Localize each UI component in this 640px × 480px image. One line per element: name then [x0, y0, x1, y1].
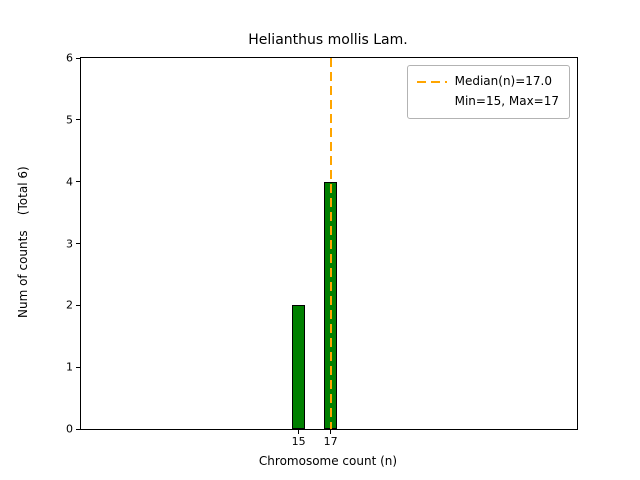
x-tick-mark: [330, 430, 332, 434]
median-dashed-line-swatch: [416, 80, 447, 83]
legend: Median(n)=17.0 Min=15, Max=17: [406, 65, 570, 119]
y-tick-label: 1: [66, 360, 73, 374]
x-tick-label: 15: [291, 435, 306, 448]
legend-row-median: Median(n)=17.0: [416, 72, 559, 92]
legend-label-minmax: Min=15, Max=17: [454, 93, 559, 108]
y-tick-mark: [76, 304, 80, 306]
x-tick-mark: [298, 430, 300, 434]
legend-row-minmax: Min=15, Max=17: [455, 92, 559, 112]
y-tick-label: 4: [66, 175, 73, 189]
y-tick-mark: [76, 57, 80, 59]
y-tick-label: 0: [66, 422, 73, 436]
y-tick-label: 5: [66, 113, 73, 127]
y-tick-mark: [76, 181, 80, 183]
y-axis-label: Num of counts (Total 6): [16, 166, 30, 319]
y-tick-mark: [76, 243, 80, 244]
y-tick-mark: [76, 366, 80, 368]
x-axis-label: Chromosome count (n): [258, 454, 398, 468]
x-tick-label: 17: [323, 435, 338, 448]
y-tick-label: 6: [66, 51, 73, 65]
chart-title: Helianthus mollis Lam.: [248, 32, 408, 48]
y-tick-mark: [76, 119, 80, 121]
bar: [292, 305, 305, 429]
plot-area: Median(n)=17.0 Min=15, Max=17 0 1 2 3 4 5 6 15 1…: [66, 53, 578, 447]
legend-label-median: Median(n)=17.0: [454, 74, 552, 88]
median-line: [329, 58, 332, 429]
y-tick-label: 2: [66, 298, 73, 312]
y-tick-mark: [76, 428, 80, 430]
y-tick-label: 3: [66, 237, 73, 250]
